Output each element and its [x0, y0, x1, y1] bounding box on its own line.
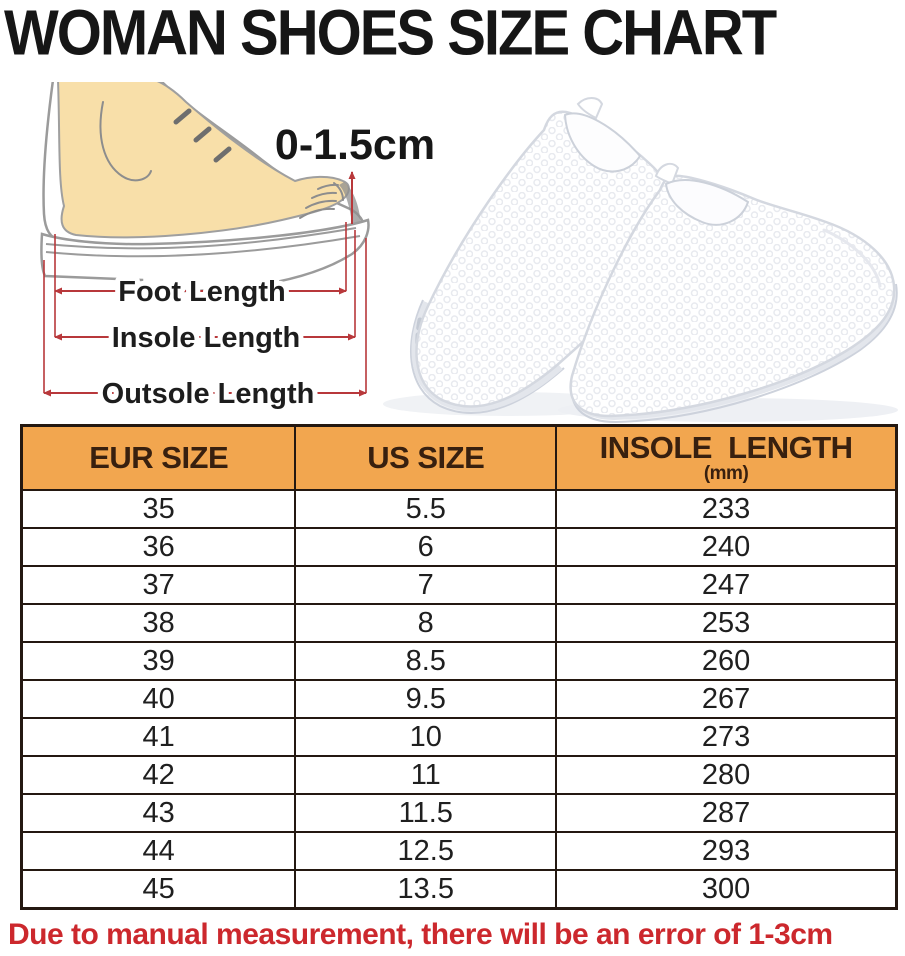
- insole-length-label: Insole Length: [112, 322, 301, 354]
- foot-sketch: [57, 82, 350, 239]
- table-row: 36 6 240: [20, 527, 898, 567]
- col-header-eur-size: EUR SIZE: [20, 424, 297, 491]
- page-title: WOMAN SHOES SIZE CHART: [4, 0, 777, 69]
- us-size-cell: 9.5: [294, 679, 558, 719]
- back-shoe-heel-tab: [576, 97, 604, 120]
- product-photo-shoes: [383, 97, 898, 424]
- sole-sketch: [40, 218, 370, 293]
- us-size-cell: 8: [294, 603, 558, 643]
- col-header-us-size: US SIZE: [294, 424, 558, 491]
- table-row: 40 9.5 267: [20, 679, 898, 719]
- insole-length-cell: 293: [555, 831, 898, 871]
- eur-size-cell: 41: [20, 717, 297, 757]
- front-shoe-sole-outer: [571, 283, 898, 424]
- insole-length-cell: 287: [555, 793, 898, 833]
- table-row: 38 8 253: [20, 603, 898, 643]
- col-header-insole-length: INSOLE LENGTH (mm): [555, 424, 898, 491]
- back-shoe-sole-outer: [409, 299, 565, 414]
- table-row: 37 7 247: [20, 565, 898, 605]
- lace-mark-2: [193, 126, 212, 143]
- eur-size-cell: 38: [20, 603, 297, 643]
- us-size-cell: 8.5: [294, 641, 558, 681]
- insole-length-cell: 247: [555, 565, 898, 605]
- outsole-length-label: Outsole Length: [102, 378, 315, 410]
- foot-length-label: Foot Length: [118, 276, 286, 308]
- eur-size-cell: 43: [20, 793, 297, 833]
- eur-size-cell: 39: [20, 641, 297, 681]
- foot-measurement-diagram: 0-1.5cm Foot Length Insole Length Outsol…: [40, 82, 435, 415]
- front-shoe-collar: [664, 179, 750, 226]
- table-row: 42 11 280: [20, 755, 898, 795]
- eur-size-cell: 40: [20, 679, 297, 719]
- eur-size-cell: 37: [20, 565, 297, 605]
- table-header-row: EUR SIZE US SIZE INSOLE LENGTH (mm): [20, 424, 898, 491]
- lace-mark-3: [213, 146, 232, 163]
- toe-gap-shading: [339, 182, 361, 232]
- toe-tip-line: [333, 182, 344, 201]
- size-chart-table: EUR SIZE US SIZE INSOLE LENGTH (mm) 35 5…: [20, 424, 898, 910]
- insole-length-cell: 260: [555, 641, 898, 681]
- insole-length-cell: 240: [555, 527, 898, 567]
- table-row: 45 13.5 300: [20, 869, 898, 910]
- table-row: 44 12.5 293: [20, 831, 898, 871]
- eur-size-cell: 44: [20, 831, 297, 871]
- toe-crease-3: [311, 191, 337, 199]
- sole-seam-2: [45, 235, 361, 258]
- dimension-arrows: [43, 171, 367, 397]
- back-shoe: [409, 97, 677, 414]
- front-shoe-heel-tab: [654, 162, 680, 186]
- us-size-cell: 13.5: [294, 869, 558, 910]
- table-row: 35 5.5 233: [20, 489, 898, 529]
- eur-size-cell: 42: [20, 755, 297, 795]
- front-shoe-toe-highlight: [822, 228, 882, 288]
- toe-crease-2: [305, 199, 337, 209]
- sole-seam-1: [45, 227, 357, 250]
- dimension-extension-lines: [43, 222, 367, 393]
- col-header-insole-unit: (mm): [703, 462, 749, 484]
- lace-mark-1: [173, 108, 192, 125]
- eur-size-cell: 36: [20, 527, 297, 567]
- us-size-cell: 11.5: [294, 793, 558, 833]
- eur-size-cell: 45: [20, 869, 297, 910]
- insole-length-cell: 267: [555, 679, 898, 719]
- toe-gap-label: 0-1.5cm: [275, 121, 435, 169]
- us-size-cell: 10: [294, 717, 558, 757]
- col-header-insole-length-label: INSOLE LENGTH: [599, 430, 853, 466]
- measurement-disclaimer: Due to manual measurement, there will be…: [8, 918, 833, 951]
- back-shoe-collar: [563, 112, 642, 173]
- insole-length-cell: 280: [555, 755, 898, 795]
- toe-crease-1: [299, 207, 335, 219]
- table-row: 41 10 273: [20, 717, 898, 757]
- insole-length-cell: 233: [555, 489, 898, 529]
- table-row: 39 8.5 260: [20, 641, 898, 681]
- ankle-line: [99, 101, 152, 182]
- insole-length-cell: 273: [555, 717, 898, 757]
- table-row: 43 11.5 287: [20, 793, 898, 833]
- insole-length-cell: 253: [555, 603, 898, 643]
- us-size-cell: 5.5: [294, 489, 558, 529]
- foot-detail-lines: [99, 101, 344, 219]
- us-size-cell: 11: [294, 755, 558, 795]
- us-size-cell: 6: [294, 527, 558, 567]
- us-size-cell: 7: [294, 565, 558, 605]
- front-shoe: [569, 162, 898, 424]
- front-shoe-body: [569, 174, 896, 418]
- lace-marks: [173, 108, 232, 163]
- us-size-cell: 12.5: [294, 831, 558, 871]
- insole-length-cell: 300: [555, 869, 898, 910]
- col-header-us-size-label: US SIZE: [367, 439, 485, 475]
- eur-size-cell: 35: [20, 489, 297, 529]
- col-header-eur-size-label: EUR SIZE: [89, 439, 229, 475]
